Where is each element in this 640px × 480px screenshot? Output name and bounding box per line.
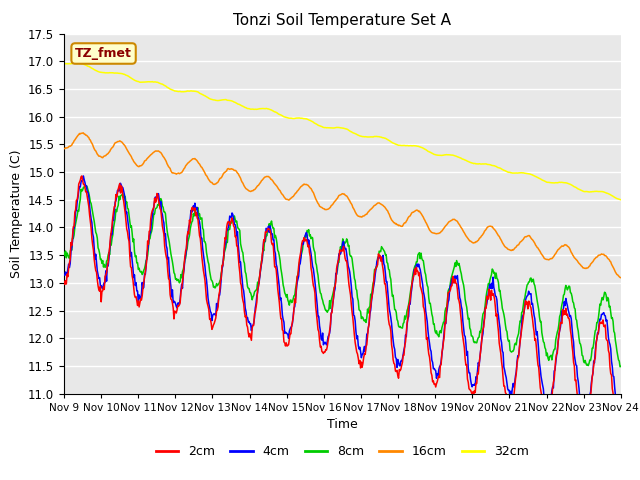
Title: Tonzi Soil Temperature Set A: Tonzi Soil Temperature Set A xyxy=(234,13,451,28)
X-axis label: Time: Time xyxy=(327,418,358,431)
Legend: 2cm, 4cm, 8cm, 16cm, 32cm: 2cm, 4cm, 8cm, 16cm, 32cm xyxy=(150,440,534,463)
Text: TZ_fmet: TZ_fmet xyxy=(75,47,132,60)
Y-axis label: Soil Temperature (C): Soil Temperature (C) xyxy=(10,149,22,278)
